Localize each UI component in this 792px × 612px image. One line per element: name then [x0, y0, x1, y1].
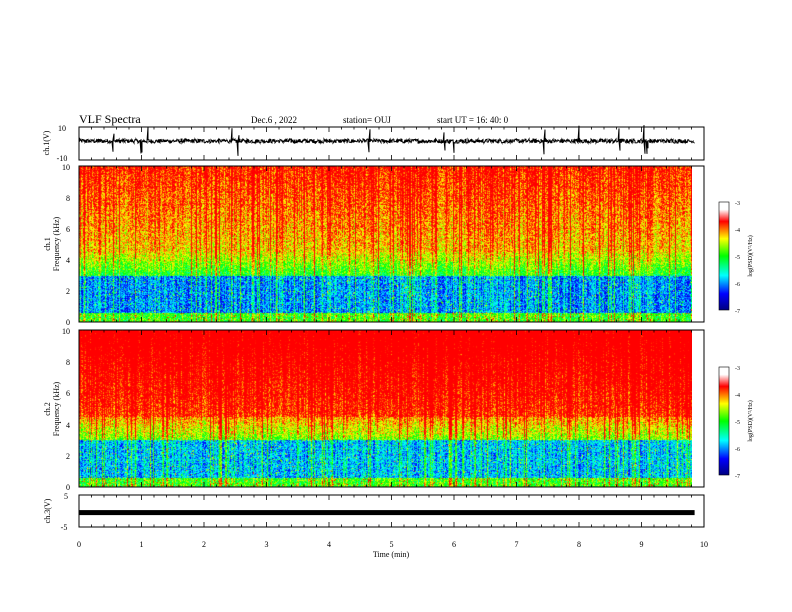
ch1-spectrogram-panel: 0 2 4 6 8 10 ch.1 Frequency (kHz) — [43, 163, 705, 327]
cb2-tick-m3: -3 — [735, 366, 740, 372]
time-tick-label-3: 3 — [265, 540, 269, 549]
ch1-waveform-panel: 10 -10 ch.1(V) — [42, 124, 705, 163]
ch1-spec-ylabel-freq: Frequency (kHz) — [52, 216, 61, 271]
ch3-waveform-xticks — [78, 495, 705, 527]
time-tick-label-10: 10 — [700, 540, 708, 549]
time-tick-label-0: 0 — [77, 540, 81, 549]
cb1-tick-m5: -5 — [735, 255, 740, 261]
ch1-spec-ylabel-channel: ch.1 — [43, 237, 52, 251]
time-axis-tick-labels: 0 1 2 3 4 5 6 7 8 9 10 — [77, 540, 708, 549]
cb1-tick-m3: -3 — [735, 201, 740, 207]
time-tick-label-7: 7 — [515, 540, 519, 549]
cb2-tick-m5: -5 — [735, 420, 740, 426]
cb2-label: log(PSD)(V²/Hz) — [747, 400, 754, 441]
ch1-ytick-10: 10 — [62, 163, 70, 172]
ch2-spec-ylabel-channel: ch.2 — [43, 402, 52, 416]
ch2-ytick-0: 0 — [66, 483, 70, 492]
cb1-tick-m6: -6 — [735, 282, 740, 288]
ch2-ytick-6: 6 — [66, 389, 70, 398]
ch1-waveform-xticks — [78, 127, 705, 160]
ch2-spectrogram-image — [79, 330, 692, 487]
figure-title: VLF Spectra — [79, 112, 141, 126]
date-label: Dec.6 , 2022 — [251, 115, 297, 125]
ch2-ytick-2: 2 — [66, 452, 70, 461]
cb1-tick-m7: -7 — [735, 309, 740, 315]
ch1-ytick-6: 6 — [66, 225, 70, 234]
time-tick-label-2: 2 — [202, 540, 206, 549]
ch3-ytick-top: 5 — [64, 492, 68, 501]
station-label: station= OUJ — [343, 115, 391, 125]
cb2-tick-m7: -7 — [735, 474, 740, 480]
ch1-colorbar: -3 -4 -5 -6 -7 log(PSD)(V²/Hz) — [718, 201, 754, 315]
time-tick-label-1: 1 — [140, 540, 144, 549]
ch2-ytick-8: 8 — [66, 358, 70, 367]
start-ut-label: start UT = 16: 40: 0 — [437, 115, 509, 125]
ch1-ytick-2: 2 — [66, 287, 70, 296]
cb2-tick-m4: -4 — [735, 393, 740, 399]
ch1-ytick-top: 10 — [58, 124, 66, 133]
ch1-ylabel: ch.1(V) — [42, 130, 51, 155]
cb1-tick-m4: -4 — [735, 228, 740, 234]
ch2-ytick-4: 4 — [66, 421, 70, 430]
ch2-spec-ylabel-freq: Frequency (kHz) — [52, 381, 61, 436]
ch2-ytick-10: 10 — [62, 327, 70, 336]
ch3-waveform-panel: 5 -5 ch.3(V) — [43, 492, 705, 532]
time-tick-label-6: 6 — [452, 540, 456, 549]
ch1-ytick-bottom: -10 — [57, 154, 68, 163]
cb2-tick-m6: -6 — [735, 447, 740, 453]
ch1-spectrogram-yticks: 0 2 4 6 8 10 — [62, 163, 70, 327]
ch1-ytick-0: 0 — [66, 318, 70, 327]
time-tick-label-8: 8 — [577, 540, 581, 549]
ch1-spectrogram-xticks — [78, 166, 705, 322]
ch2-spectrogram-yticks: 0 2 4 6 8 10 — [62, 327, 70, 492]
ch1-waveform-trace — [78, 125, 695, 156]
cb1-label: log(PSD)(V²/Hz) — [747, 235, 754, 276]
time-axis-label: Time (min) — [373, 550, 410, 559]
ch1-ytick-4: 4 — [66, 256, 70, 265]
ch3-ytick-bottom: -5 — [61, 523, 68, 532]
ch1-spectrogram-image — [79, 166, 692, 322]
time-tick-label-5: 5 — [390, 540, 394, 549]
time-tick-label-9: 9 — [640, 540, 644, 549]
ch3-waveform-trace — [79, 510, 695, 516]
ch3-ylabel: ch.3(V) — [43, 498, 52, 523]
ch2-spectrogram-panel: 0 2 4 6 8 10 ch.2 Frequency (kHz) — [43, 327, 705, 492]
ch1-ytick-8: 8 — [66, 194, 70, 203]
ch2-colorbar: -3 -4 -5 -6 -7 log(PSD)(V²/Hz) — [718, 366, 754, 480]
ch2-spectrogram-xticks — [78, 330, 705, 487]
time-tick-label-4: 4 — [327, 540, 331, 549]
